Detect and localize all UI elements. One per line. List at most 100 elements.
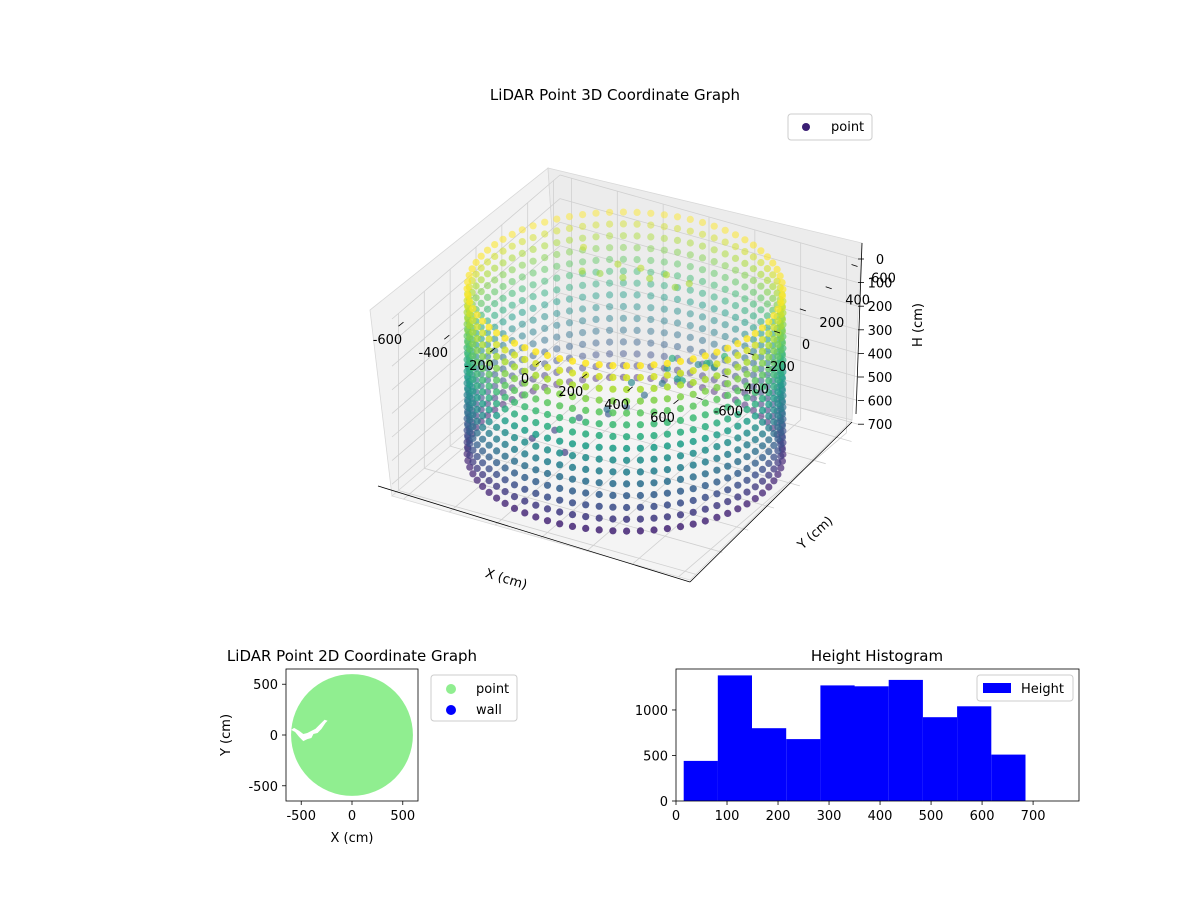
scatter-point-3d: [469, 340, 477, 348]
scatter-point-3d: [565, 236, 574, 244]
scatter-point-3d: [582, 430, 590, 438]
scatter-point-3d: [469, 434, 477, 442]
scatter-point-3d: [466, 451, 474, 459]
scatter-point-3d: [724, 450, 732, 458]
scatter-point-3d: [743, 500, 751, 508]
scatter-point-3d: [565, 248, 574, 256]
scatter-point-3d: [479, 317, 487, 325]
scatter-point-3d: [592, 280, 600, 288]
scatter-point-3d: [660, 282, 668, 290]
scatter-point-3d: [663, 383, 672, 391]
scatter-point-3d: [770, 441, 778, 449]
hole-region: [291, 719, 328, 742]
scatter-point-3d: [633, 303, 641, 311]
scatter-point-3d: [466, 381, 474, 389]
scatter-point-3d: [673, 272, 682, 280]
scatter-point-3d: [701, 505, 709, 513]
scatter-point-3d: [660, 211, 668, 219]
scatter-point-3d: [676, 440, 685, 448]
scatter-point-3d: [663, 525, 672, 533]
scatter-point-3d: [774, 317, 782, 325]
scatter-point-3d: [479, 329, 487, 337]
x-tick-label-3d: -600: [373, 333, 403, 348]
scatter-point-3d: [565, 272, 574, 280]
scatter-point-3d: [521, 426, 529, 434]
scatter-point-3d: [647, 221, 655, 229]
scatter-point-3d: [479, 471, 487, 479]
scatter-point-3d: [493, 447, 501, 455]
scatter-point-3d: [686, 345, 694, 353]
scatter-point-3d: [647, 280, 655, 288]
scatter-point-3d: [556, 390, 564, 398]
scatter-point-3d: [532, 395, 540, 403]
scatter-point-3d: [553, 286, 561, 294]
scatter-point-3d: [751, 412, 759, 420]
scatter-point-3d: [777, 452, 785, 460]
scatter-point-3d: [493, 411, 501, 420]
scatter-point-3d: [694, 361, 702, 369]
scatter-point-3d: [673, 295, 682, 303]
scatter-point-3d: [499, 318, 507, 326]
scatter-point-3d: [510, 410, 519, 418]
scatter-point-3d: [647, 245, 655, 253]
x-tick-3d: [398, 321, 404, 327]
scatter-point-3d: [770, 359, 778, 367]
scatter-point-3d: [521, 367, 529, 375]
scatter-point-3d: [491, 276, 499, 284]
scatter-point-3d: [758, 406, 767, 414]
scatter-point-3d: [763, 265, 772, 273]
scatter-point-3d: [724, 474, 732, 482]
scatter-point-3d: [689, 508, 697, 516]
scatter-point-3d: [510, 398, 519, 406]
x-tick-label-3d: -200: [464, 359, 494, 374]
scatter-point-3d: [636, 432, 645, 441]
scatter-point-3d: [710, 281, 718, 289]
scatter-point-3d: [749, 253, 758, 261]
scatter-point-3d: [663, 430, 672, 438]
ticks-histogram: 0 100 200 300 400 500 600 700 0 500 1000: [635, 704, 1046, 824]
histogram-bar: [752, 728, 787, 801]
scatter-point-3d: [501, 440, 509, 448]
scatter-point-3d: [493, 341, 501, 349]
scatter-point-3d: [676, 416, 685, 424]
scatter-point-3d: [743, 405, 751, 414]
x-tick-3d: [673, 399, 679, 405]
x-tick-3d: [581, 373, 588, 379]
scatter-point-3d: [769, 294, 777, 302]
scatter-point-3d: [592, 315, 600, 323]
z-axis-label-3d: H (cm): [911, 303, 926, 347]
scatter-point-3d: [743, 453, 751, 461]
scatter-point-3d: [582, 442, 590, 450]
scatter-point-3d: [521, 497, 529, 505]
x-tick-label-histogram: 400: [868, 809, 893, 824]
scatter-point-3d: [676, 487, 685, 495]
scatter-point-3d: [543, 469, 552, 478]
scatter-point-3d: [770, 371, 778, 379]
scatter-point-3d: [556, 414, 564, 422]
z-tick-label-3d: 400: [868, 347, 893, 362]
scatter-point-3d: [673, 319, 682, 327]
scatter-point-3d: [578, 267, 586, 275]
scatter-point-3d: [493, 364, 501, 372]
scatter-point-3d: [543, 410, 552, 419]
scatter-point-3d: [543, 375, 552, 383]
scatter-point-3d: [469, 305, 477, 313]
y-tick-3d: [696, 397, 703, 400]
scatter-point-3d: [491, 394, 499, 402]
legend-3d-marker: [802, 123, 810, 131]
scatter-point-3d: [734, 375, 742, 383]
scatter-point-3d: [774, 376, 782, 384]
scatter-point-3d: [633, 220, 641, 228]
scatter-point-3d: [731, 313, 740, 321]
scatter-point-3d: [622, 403, 631, 411]
scatter-point-3d: [565, 224, 574, 232]
scatter-point-3d: [464, 291, 472, 299]
scatter-point-3d: [713, 490, 721, 498]
scatter-point-3d: [532, 360, 540, 368]
z-tick-label-3d: 600: [868, 395, 893, 410]
scatter-point-3d: [568, 522, 577, 531]
scatter-point-3d: [568, 440, 577, 448]
scatter-point-3d: [701, 411, 709, 419]
scatter-point-3d: [463, 285, 471, 293]
scatter-point-3d: [660, 341, 668, 349]
